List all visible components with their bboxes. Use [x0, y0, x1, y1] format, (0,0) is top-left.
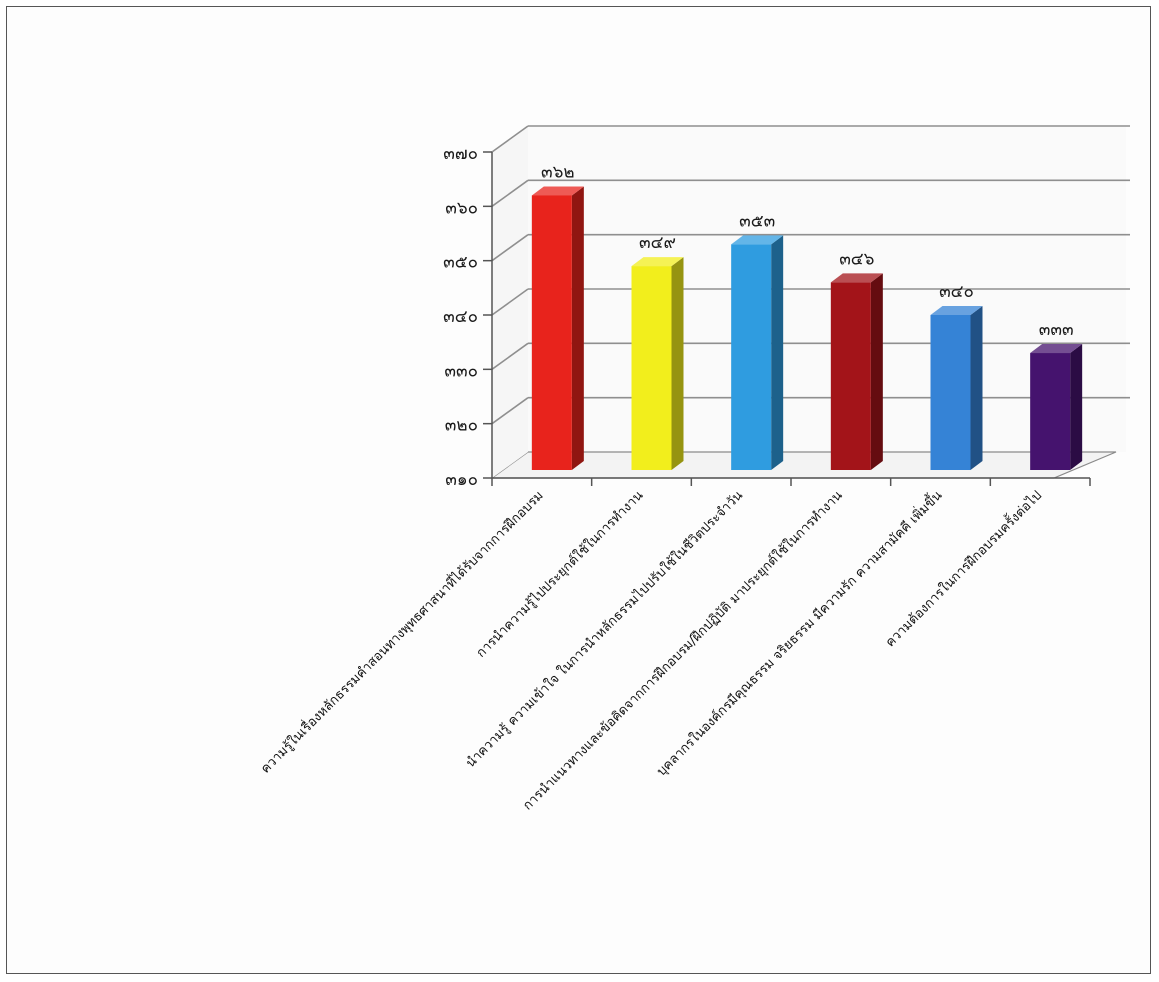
bar-top [830, 273, 883, 283]
bar-side [671, 257, 684, 470]
bar-top [631, 257, 684, 267]
bar-side [970, 306, 983, 470]
category-label: ความต้องการในการฝึกอบรมครั้งต่อไป [881, 486, 1045, 650]
bar-front [531, 195, 572, 470]
y-tick-label: ๓๗๐ [443, 144, 478, 164]
bar [830, 273, 883, 470]
gridline-leader [491, 179, 529, 207]
y-tick-label: ๓๖๐ [445, 198, 478, 218]
data-label: ๓๔๖ [839, 249, 874, 269]
bar-front [731, 244, 772, 470]
category-labels: ความรู้ในเรื่องหลักธรรมคำสอนทางพุทธศาสนา… [257, 486, 1045, 813]
y-tick-label: ๓๕๐ [443, 253, 478, 273]
bars [531, 186, 1083, 470]
data-label: ๓๕๓ [739, 211, 775, 231]
gridline-leader [491, 342, 529, 370]
bar-top [531, 186, 584, 196]
gridline-leader [491, 125, 529, 153]
bar-side [1070, 344, 1083, 470]
gridline-leader [491, 397, 529, 425]
gridline-leader [491, 234, 529, 262]
data-label: ๓๔๙ [639, 233, 676, 253]
bar-front [830, 282, 871, 470]
floor [490, 451, 1117, 479]
category-label: การนำแนวทางและข้อคิดจากการฝึกอบรม/ฝึกปฏิ… [520, 487, 846, 813]
bar [631, 257, 684, 470]
bar-top [930, 306, 983, 315]
category-label: การนำความรู้ไปประยุกต์ใช้ในการทำงาน [473, 487, 646, 660]
y-tick-label: ๓๒๐ [445, 416, 478, 436]
y-tick-label: ๓๔๐ [443, 307, 478, 327]
bar-side [571, 186, 584, 470]
y-tick-label: ๓๓๐ [444, 361, 478, 381]
bar-side [771, 235, 784, 470]
bar-front [631, 266, 672, 470]
bar [1030, 344, 1083, 470]
bar-top [1030, 344, 1083, 354]
bar [731, 235, 784, 470]
bar-side [870, 273, 883, 470]
bar-top [731, 235, 784, 245]
bar [531, 186, 584, 470]
data-label: ๓๔๐ [939, 282, 974, 302]
gridline-leader [491, 288, 529, 316]
data-label: ๓๖๒ [541, 162, 575, 182]
y-axis: ๓๑๐ ๓๒๐ ๓๓๐ ๓๔๐ ๓๕๐ ๓๖๐ ๓๗๐ [443, 144, 1091, 490]
data-label: ๓๓๓ [1039, 320, 1074, 340]
bar [930, 306, 983, 470]
bar-front [930, 315, 971, 470]
y-tick-label: ๓๑๐ [445, 470, 478, 490]
gridlines [491, 125, 1130, 425]
bar-front [1030, 353, 1071, 470]
